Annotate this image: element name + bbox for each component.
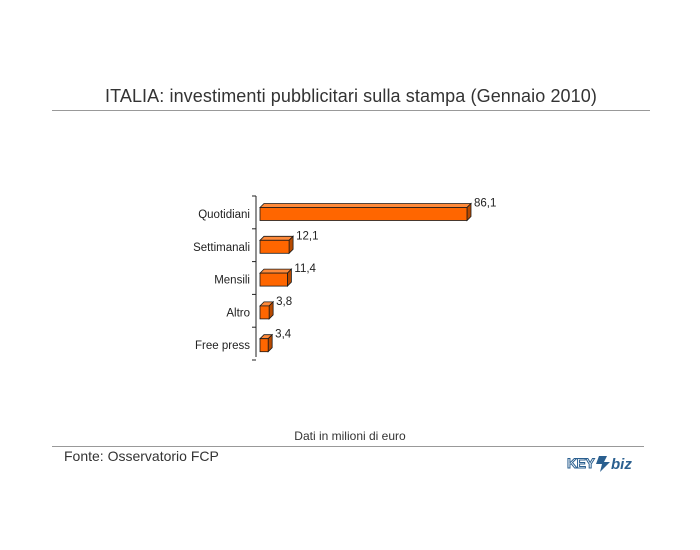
svg-text:KEY: KEY (567, 455, 595, 471)
key4biz-logo: KEY biz (567, 455, 633, 474)
source-text: Fonte: Osservatorio FCP (64, 448, 219, 464)
value-label: 86,1 (474, 198, 496, 210)
value-label: 3,8 (276, 296, 292, 308)
bar-top-face (259, 235, 295, 241)
units-note: Dati in milioni di euro (294, 429, 406, 443)
logo-bolt-icon (596, 456, 610, 472)
bar-top-face (259, 203, 472, 208)
category-label: Altro (226, 307, 250, 319)
footer-divider (52, 446, 644, 447)
bar (259, 272, 288, 287)
title-divider (52, 110, 650, 111)
category-label: Settimanali (193, 242, 250, 254)
svg-text:biz: biz (611, 456, 632, 473)
bar (259, 305, 270, 320)
category-label: Free press (195, 340, 250, 352)
value-label: 11,4 (294, 263, 316, 275)
bar (259, 338, 269, 353)
category-label: Mensili (214, 275, 250, 287)
value-label: 3,4 (275, 329, 292, 341)
bar (259, 207, 468, 221)
bar (259, 239, 290, 254)
value-label: 12,1 (296, 230, 318, 242)
bar-top-face (259, 268, 293, 274)
category-label: Quotidiani (198, 209, 250, 221)
page-title: ITALIA: investimenti pubblicitari sulla … (104, 86, 597, 106)
